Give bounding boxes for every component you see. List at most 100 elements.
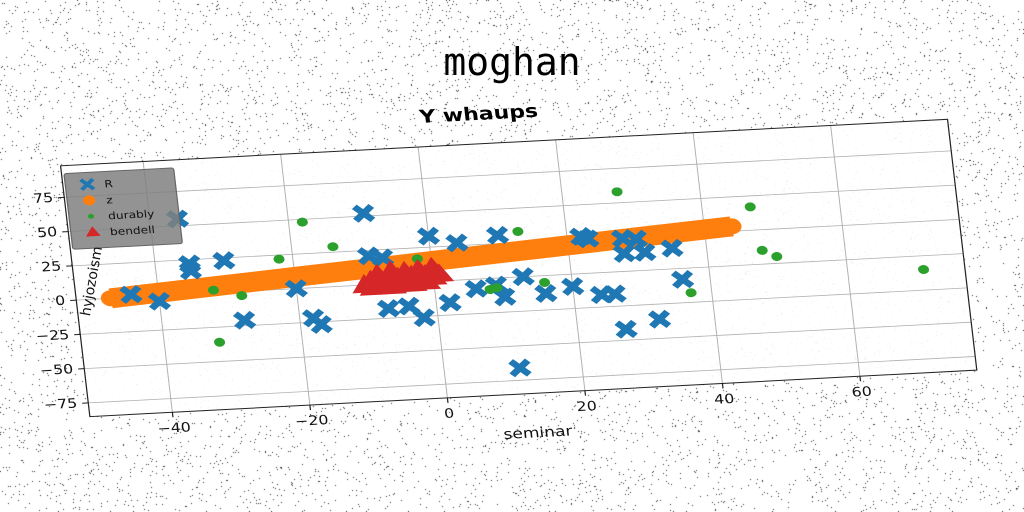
r-point (493, 287, 517, 307)
z-point (674, 223, 694, 240)
legend-marker-durably (87, 213, 95, 219)
r-point (376, 299, 401, 318)
r-point (212, 251, 236, 271)
y-grid-line (88, 356, 976, 404)
legend-marker-z (83, 195, 96, 206)
z-point (530, 240, 551, 257)
r-point (534, 284, 558, 303)
figure-suptitle: moghan (443, 40, 581, 84)
r-point (178, 261, 203, 281)
durably-point (918, 265, 930, 274)
legend-marker-r (79, 177, 96, 191)
x-tick-mark (171, 412, 174, 418)
y-tick-label: −75 (43, 397, 78, 413)
r-point (147, 291, 172, 311)
r-point (647, 309, 672, 329)
y-grid-line (68, 184, 956, 232)
r-point (633, 243, 657, 262)
r-point (356, 246, 381, 266)
series-bendell (352, 256, 455, 296)
r-point (660, 238, 684, 258)
x-tick-mark (309, 405, 312, 411)
y-grid-line (64, 150, 952, 198)
r-point (670, 269, 695, 289)
x-axis-label: seminar (503, 423, 574, 443)
y-tick-label: −25 (35, 328, 70, 344)
legend-label: durably (107, 208, 155, 222)
series-layer (100, 187, 930, 378)
r-point (603, 284, 627, 304)
r-point (614, 319, 638, 339)
r-point (445, 233, 469, 253)
y-tick-label: −50 (39, 363, 74, 379)
legend-label: bendell (109, 224, 155, 238)
durably-point (771, 252, 783, 262)
bendell-point (359, 276, 387, 296)
z-point (721, 218, 742, 235)
x-tick-label: −20 (294, 413, 329, 429)
x-tick-label: 20 (576, 399, 598, 414)
r-point (232, 310, 257, 330)
r-point (397, 296, 421, 316)
x-tick-label: 0 (443, 407, 455, 422)
z-point (100, 290, 121, 307)
r-point (485, 225, 510, 245)
x-axis-ticks: −40 −20 0 20 40 60 (157, 376, 873, 437)
bendell-point (414, 270, 442, 291)
r-point (438, 293, 462, 312)
plot-area (60, 119, 977, 417)
r-point (464, 279, 488, 299)
z-point (435, 251, 455, 268)
legend-marker-bendell (86, 226, 101, 237)
x-tick-label: −40 (157, 421, 192, 437)
z-point (291, 268, 312, 285)
r-point (561, 277, 585, 296)
durably-point (411, 254, 423, 264)
plot-frame (59, 118, 978, 418)
durably-point (539, 277, 551, 287)
r-point (511, 267, 535, 287)
r-point (309, 315, 333, 334)
durably-point (611, 187, 623, 197)
chart-title: Y whaups (417, 100, 539, 128)
durably-point (491, 283, 503, 293)
r-point (508, 358, 532, 378)
x-grid-line (555, 139, 586, 391)
y-tick-label: 25 (40, 260, 62, 275)
z-point (339, 262, 360, 279)
r-point (416, 226, 441, 246)
y-axis-ticks: −75 −50 −25 0 25 50 75 (32, 191, 89, 413)
r-point (624, 229, 649, 249)
legend: Rz durably bendell (63, 167, 183, 250)
x-tick-mark (446, 397, 449, 403)
durably-point (512, 226, 524, 236)
y-grid-line (84, 321, 972, 370)
y-tick-label: 75 (32, 191, 54, 206)
r-point (612, 244, 636, 263)
durably-point (327, 242, 339, 252)
r-point (351, 203, 376, 223)
durably-point (296, 217, 308, 227)
x-grid-line (692, 132, 723, 384)
durably-point (744, 202, 756, 212)
series-r (119, 203, 695, 378)
y-tick-label: 0 (54, 294, 66, 309)
r-point (119, 285, 143, 304)
x-tick-label: 40 (713, 392, 735, 407)
bendell-point (380, 275, 408, 295)
durably-point (756, 245, 768, 255)
x-tick-mark (584, 390, 587, 396)
series-durably (207, 187, 930, 347)
z-point (483, 246, 503, 262)
x-tick-mark (859, 376, 862, 382)
x-grid-line (830, 125, 861, 377)
y-tick-label: 50 (36, 225, 58, 240)
r-point (284, 279, 308, 298)
r-point (576, 229, 600, 249)
durably-point (685, 288, 697, 298)
z-point (244, 273, 264, 290)
bendell-point (427, 263, 455, 283)
r-point (412, 308, 436, 328)
durably-point (214, 337, 226, 347)
legend-label: z (106, 194, 114, 206)
